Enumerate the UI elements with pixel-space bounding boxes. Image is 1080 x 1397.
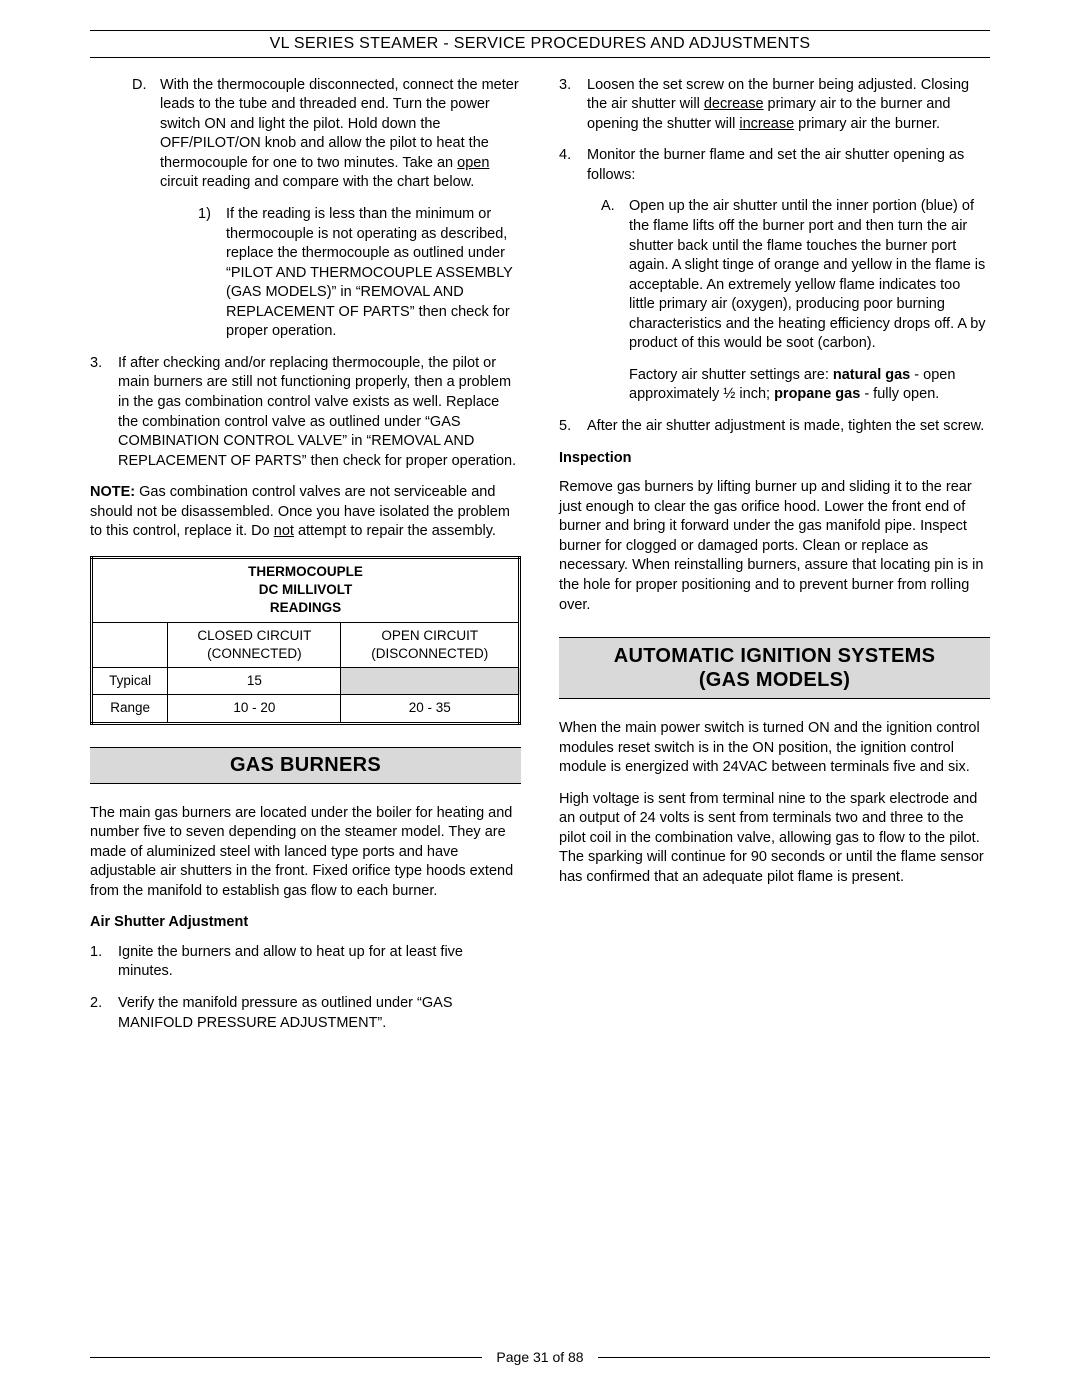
as-item-1: 1. Ignite the burners and allow to heat … bbox=[90, 943, 521, 982]
ra-text: Open up the air shutter until the inner … bbox=[629, 197, 990, 354]
r3-u2: increase bbox=[739, 116, 794, 132]
text-d1: If the reading is less than the minimum … bbox=[226, 205, 521, 342]
footer-line-right bbox=[598, 1357, 990, 1358]
item-3: 3. If after checking and/or replacing th… bbox=[90, 354, 521, 471]
ra-label: A. bbox=[601, 197, 629, 354]
text-d: With the thermocouple disconnected, conn… bbox=[160, 76, 521, 193]
page-number: Page 31 of 88 bbox=[482, 1348, 597, 1367]
inspection-text: Remove gas burners by lifting burner up … bbox=[559, 478, 990, 615]
r4-label: 4. bbox=[559, 146, 587, 185]
r-item-5: 5. After the air shutter adjustment is m… bbox=[559, 417, 990, 437]
page-footer: Page 31 of 88 bbox=[90, 1348, 990, 1367]
f-t3: - fully open. bbox=[860, 386, 939, 402]
f-t1: Factory air shutter settings are: bbox=[629, 367, 833, 383]
tc-h2a: CLOSED CIRCUIT bbox=[197, 628, 311, 643]
auto-ignition-title: AUTOMATIC IGNITION SYSTEMS (GAS MODELS) bbox=[559, 637, 990, 699]
tc-r1c2: 15 bbox=[168, 668, 341, 695]
r3-text: Loosen the set screw on the burner being… bbox=[587, 76, 990, 135]
inspection-head: Inspection bbox=[559, 449, 990, 469]
item-d: D. With the thermocouple disconnected, c… bbox=[132, 76, 521, 193]
tc-h3: OPEN CIRCUIT (DISCONNECTED) bbox=[341, 622, 520, 667]
r3-label: 3. bbox=[559, 76, 587, 135]
as-item-2: 2. Verify the manifold pressure as outli… bbox=[90, 994, 521, 1033]
air-shutter-head: Air Shutter Adjustment bbox=[90, 913, 521, 933]
tc-h2: CLOSED CIRCUIT (CONNECTED) bbox=[168, 622, 341, 667]
tc-r2c3: 20 - 35 bbox=[341, 695, 520, 723]
tc-r1c1: Typical bbox=[92, 668, 168, 695]
auto-t1: AUTOMATIC IGNITION SYSTEMS bbox=[614, 645, 936, 667]
auto-p1: When the main power switch is turned ON … bbox=[559, 719, 990, 778]
d-t2: circuit reading and compare with the cha… bbox=[160, 174, 474, 190]
r3-u1: decrease bbox=[704, 96, 764, 112]
r5-text: After the air shutter adjustment is made… bbox=[587, 417, 990, 437]
label-d1: 1) bbox=[198, 205, 226, 342]
content-area: D. With the thermocouple disconnected, c… bbox=[90, 76, 990, 1335]
auto-p2: High voltage is sent from terminal nine … bbox=[559, 790, 990, 888]
r3-t3: primary air the burner. bbox=[794, 116, 940, 132]
tc-t3: READINGS bbox=[270, 600, 341, 615]
as1-text: Ignite the burners and allow to heat up … bbox=[118, 943, 521, 982]
r-item-3: 3. Loosen the set screw on the burner be… bbox=[559, 76, 990, 135]
page-header: VL SERIES STEAMER - SERVICE PROCEDURES A… bbox=[90, 30, 990, 58]
tc-r2c2: 10 - 20 bbox=[168, 695, 341, 723]
tc-title: THERMOCOUPLE DC MILLIVOLT READINGS bbox=[92, 557, 520, 622]
f-b1: natural gas bbox=[833, 367, 910, 383]
r-item-4: 4. Monitor the burner flame and set the … bbox=[559, 146, 990, 185]
label-d: D. bbox=[132, 76, 160, 193]
note-label: NOTE: bbox=[90, 484, 135, 500]
as1-label: 1. bbox=[90, 943, 118, 982]
as2-text: Verify the manifold pressure as outlined… bbox=[118, 994, 521, 1033]
note-u: not bbox=[274, 523, 294, 539]
f-b2: propane gas bbox=[774, 386, 860, 402]
text-3: If after checking and/or replacing therm… bbox=[118, 354, 521, 471]
auto-t2: (GAS MODELS) bbox=[699, 669, 850, 691]
tc-h1 bbox=[92, 622, 168, 667]
r4-text: Monitor the burner flame and set the air… bbox=[587, 146, 990, 185]
tc-t1: THERMOCOUPLE bbox=[248, 564, 363, 579]
r5-label: 5. bbox=[559, 417, 587, 437]
label-3: 3. bbox=[90, 354, 118, 471]
d-u: open bbox=[457, 155, 489, 171]
note-t2: attempt to repair the assembly. bbox=[294, 523, 496, 539]
tc-h3b: (DISCONNECTED) bbox=[371, 646, 488, 661]
tc-h3a: OPEN CIRCUIT bbox=[381, 628, 478, 643]
item-d1: 1) If the reading is less than the minim… bbox=[198, 205, 521, 342]
note-block: NOTE: Gas combination control valves are… bbox=[90, 483, 521, 542]
gas-burners-title: GAS BURNERS bbox=[90, 747, 521, 784]
tc-t2: DC MILLIVOLT bbox=[259, 582, 353, 597]
footer-line-left bbox=[90, 1357, 482, 1358]
gas-burners-para: The main gas burners are located under t… bbox=[90, 804, 521, 902]
factory-settings: Factory air shutter settings are: natura… bbox=[629, 366, 990, 405]
as2-label: 2. bbox=[90, 994, 118, 1033]
left-column: D. With the thermocouple disconnected, c… bbox=[90, 76, 521, 1335]
r-item-a: A. Open up the air shutter until the inn… bbox=[601, 197, 990, 354]
thermocouple-table: THERMOCOUPLE DC MILLIVOLT READINGS CLOSE… bbox=[90, 556, 521, 725]
tc-r2c1: Range bbox=[92, 695, 168, 723]
tc-r1c3 bbox=[341, 668, 520, 695]
right-column: 3. Loosen the set screw on the burner be… bbox=[559, 76, 990, 1335]
tc-h2b: (CONNECTED) bbox=[207, 646, 302, 661]
